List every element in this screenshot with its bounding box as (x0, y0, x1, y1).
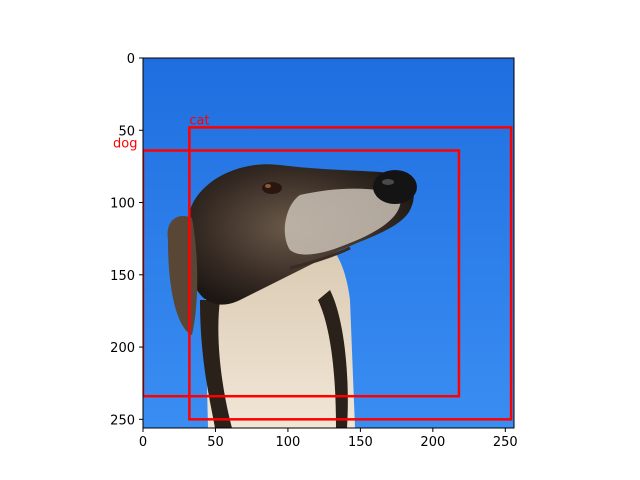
bounding-box-labels: cat dog (113, 113, 210, 151)
dog-photo (143, 58, 514, 428)
x-tick-label: 250 (493, 435, 518, 450)
image-axes: cat dog 0 50 100 150 200 250 0 50 100 150 200 250 (110, 52, 518, 450)
x-tick-label: 100 (276, 435, 301, 450)
x-axis: 0 50 100 150 200 250 (139, 428, 518, 450)
y-tick-label: 100 (110, 197, 135, 212)
y-tick-label: 50 (118, 124, 135, 139)
bounding-box-label-cat: cat (189, 113, 209, 128)
y-tick-label: 200 (110, 341, 135, 356)
x-tick-label: 50 (207, 435, 224, 450)
y-tick-label: 0 (127, 52, 135, 67)
y-axis: 0 50 100 150 200 250 (110, 52, 143, 428)
axes-frame (142, 57, 515, 429)
bounding-boxes (143, 126, 513, 421)
y-tick-label: 250 (110, 413, 135, 428)
x-tick-label: 0 (139, 435, 147, 450)
x-tick-label: 150 (348, 435, 373, 450)
bounding-box-dog (143, 149, 461, 398)
bounding-box-label-dog: dog (113, 137, 137, 152)
y-tick-label: 150 (110, 269, 135, 284)
x-tick-label: 200 (420, 435, 445, 450)
bounding-box-cat (188, 126, 513, 421)
